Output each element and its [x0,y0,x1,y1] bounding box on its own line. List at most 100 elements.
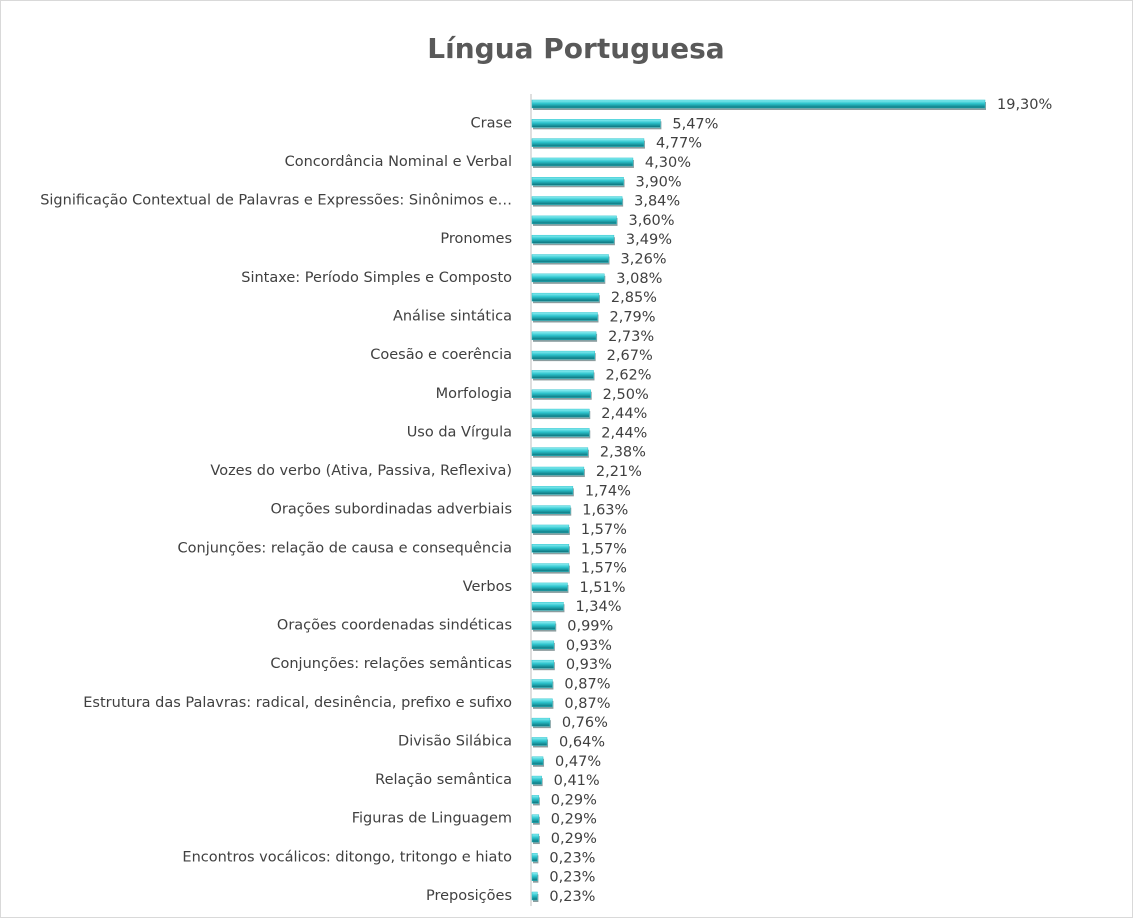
value-label: 0,93% [566,638,612,654]
value-label: 1,57% [581,541,627,557]
value-label: 3,49% [626,232,672,248]
category-label: Preposições [426,888,512,904]
value-label: 1,34% [575,599,621,615]
value-label: 2,67% [607,348,653,364]
category-label: Morfologia [436,386,512,402]
value-label: 0,76% [562,715,608,731]
bar [531,234,615,244]
category-label: Orações coordenadas sindéticas [277,618,512,634]
bar [531,157,634,167]
bar [531,408,590,418]
chart-title: Língua Portuguesa [427,32,724,65]
bar [531,853,538,862]
bar [531,659,555,669]
category-label: Verbos [463,579,512,595]
value-label: 0,87% [564,696,610,712]
value-label: 0,87% [564,677,610,693]
category-label: Pronomes [440,231,512,247]
bar [531,447,589,456]
bar [531,582,568,592]
value-label: 0,29% [551,792,597,808]
value-label: 2,62% [605,367,651,383]
bar [531,679,553,688]
category-label: Coesão e coerência [370,347,512,363]
category-label: Uso da Vírgula [407,424,512,440]
category-label: Sintaxe: Período Simples e Composto [241,270,512,286]
value-label: 0,64% [559,734,605,750]
category-label: Concordância Nominal e Verbal [285,154,512,170]
bar [531,814,540,823]
value-label: 2,79% [609,309,655,325]
value-label: 3,26% [621,252,667,268]
bar [531,621,556,630]
bar [531,891,538,901]
bar [531,563,570,572]
bar [531,833,540,843]
value-label: 19,30% [997,97,1052,113]
bar [531,466,585,476]
value-label: 0,29% [551,831,597,847]
bar [531,737,548,746]
bar [531,331,597,341]
category-label: Significação Contextual de Palavras e Ex… [40,193,512,209]
category-label: Análise sintática [393,308,512,324]
value-label: 2,44% [601,425,647,441]
value-label: 1,57% [581,522,627,538]
value-label: 2,73% [608,329,654,345]
bar [531,292,600,302]
value-label: 0,23% [549,870,595,886]
value-label: 2,50% [603,387,649,403]
value-label: 0,29% [551,812,597,828]
category-label: Conjunções: relações semânticas [270,656,512,672]
bar [531,99,986,109]
bar [531,524,570,534]
value-label: 0,99% [567,619,613,635]
value-label: 1,57% [581,561,627,577]
bar [531,254,609,263]
bar [531,312,598,321]
category-label: Figuras de Linguagem [352,811,512,827]
bar [531,350,595,360]
value-label: 0,93% [566,657,612,673]
value-label: 0,23% [549,889,595,905]
bar [531,215,617,225]
bar [531,544,570,553]
value-label: 1,51% [579,580,625,596]
category-label: Relação semântica [375,772,512,788]
value-label: 0,47% [555,754,601,770]
bar [531,177,624,186]
value-label: 2,85% [611,290,657,306]
value-label: 0,41% [554,773,600,789]
value-label: 5,47% [672,116,718,132]
value-label: 2,44% [601,406,647,422]
value-label: 3,08% [616,271,662,287]
bar [531,872,538,881]
bar [531,640,555,650]
bar [531,505,571,514]
bar [531,196,623,205]
category-label: Divisão Silábica [398,733,512,749]
value-label: 3,60% [628,213,674,229]
category-label: Crase [471,115,513,131]
bar [531,119,661,128]
category-label: Orações subordinadas adverbiais [270,502,512,518]
value-label: 4,30% [645,155,691,171]
category-label: Conjunções: relação de causa e consequên… [178,540,512,556]
value-label: 0,23% [549,850,595,866]
value-label: 3,84% [634,194,680,210]
bar [531,428,590,437]
value-label: 4,77% [656,136,702,152]
value-label: 1,63% [582,503,628,519]
bar [531,756,544,766]
value-label: 2,21% [596,464,642,480]
bar [531,717,551,727]
value-label: 3,90% [636,174,682,190]
bar [531,273,605,283]
category-label: Estrutura das Palavras: radical, desinên… [83,695,512,711]
bar [531,370,594,379]
bar [531,698,553,708]
bar [531,601,564,611]
category-label: Vozes do verbo (Ativa, Passiva, Reflexiv… [210,463,512,479]
